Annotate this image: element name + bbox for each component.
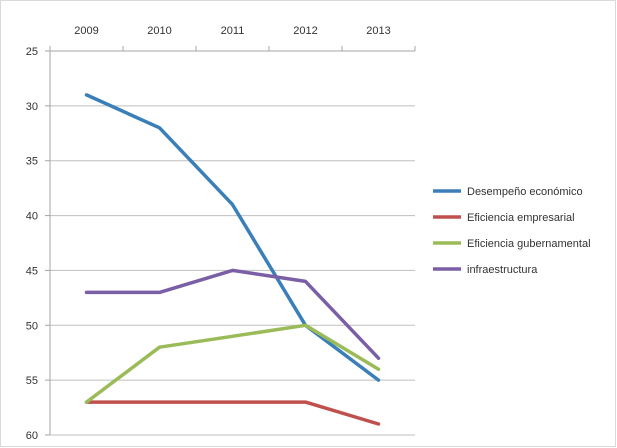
- series-line-0: [84, 93, 381, 382]
- x-tick-label: 2012: [293, 25, 317, 37]
- y-tick-label: 50: [26, 320, 38, 332]
- y-tick-label: 40: [26, 211, 38, 223]
- series-lines: [84, 93, 381, 426]
- x-tick-label: 2010: [147, 25, 171, 37]
- y-tick-label: 35: [26, 156, 38, 168]
- y-tick-label: 55: [26, 375, 38, 387]
- x-tick-label: 2011: [221, 25, 245, 37]
- legend-label: Eficiencia gubernamental: [467, 238, 591, 250]
- y-tick-label: 45: [26, 265, 38, 277]
- y-tick-label: 30: [26, 101, 38, 113]
- legend-label: infraestructura: [467, 264, 538, 276]
- legend: Desempeño económico Eficiencia empresaria…: [433, 186, 591, 276]
- series-line-3: [84, 268, 381, 360]
- x-tick-label: 2009: [74, 25, 98, 37]
- series-line-1: [84, 400, 381, 426]
- legend-label: Eficiencia empresarial: [467, 212, 575, 224]
- y-tick-label: 60: [26, 430, 38, 442]
- legend-label: Desempeño económico: [467, 186, 583, 198]
- x-tick-label: 2013: [366, 25, 390, 37]
- y-tick-label: 25: [26, 46, 38, 58]
- axes: 25 30 35 40 45 50 55 60 2009 2010 2011 2012 2013: [26, 25, 416, 442]
- series-line-2: [84, 323, 381, 404]
